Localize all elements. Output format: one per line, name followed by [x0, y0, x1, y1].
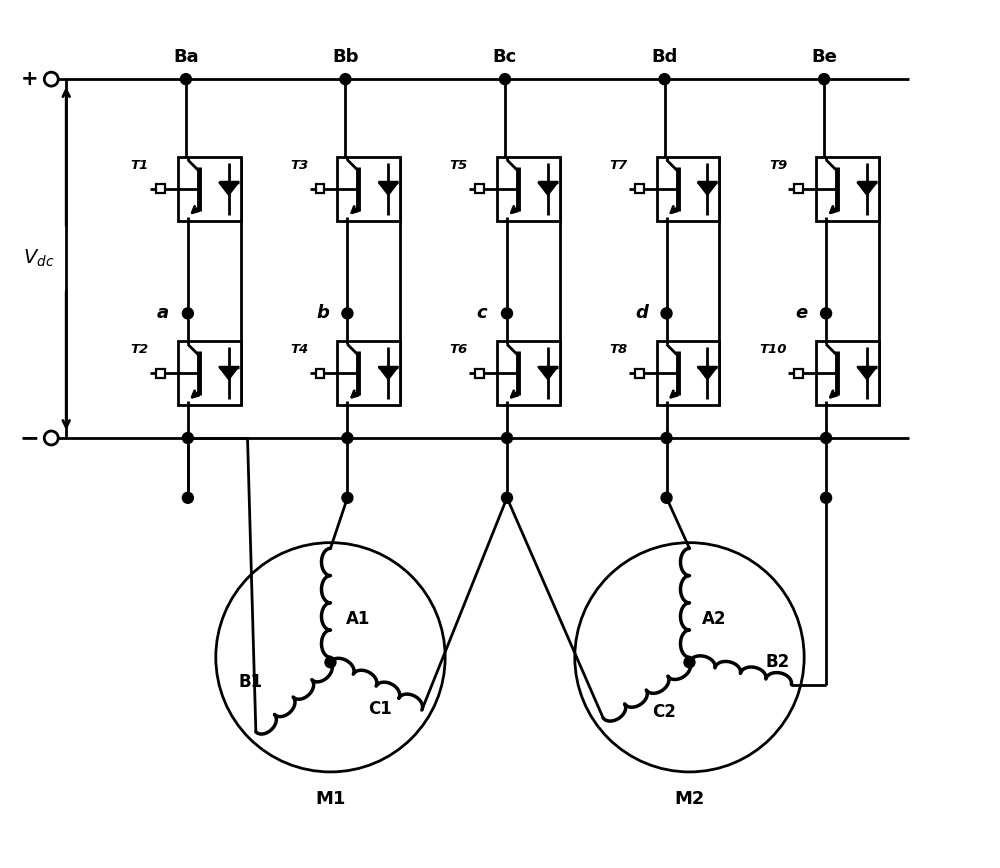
- Circle shape: [44, 431, 58, 445]
- Circle shape: [659, 74, 670, 84]
- Bar: [316, 369, 324, 378]
- Text: a: a: [157, 305, 169, 322]
- Bar: [635, 369, 644, 378]
- Text: T6: T6: [450, 343, 468, 356]
- Bar: [635, 184, 644, 194]
- Circle shape: [661, 492, 672, 503]
- Bar: [337, 341, 400, 405]
- Text: Bd: Bd: [651, 49, 678, 66]
- Circle shape: [342, 492, 353, 503]
- Text: Bb: Bb: [332, 49, 359, 66]
- Text: T9: T9: [769, 159, 787, 172]
- Text: T2: T2: [131, 343, 149, 356]
- Bar: [794, 184, 803, 194]
- Text: M1: M1: [315, 790, 346, 808]
- Circle shape: [661, 432, 672, 444]
- Bar: [475, 184, 484, 194]
- Circle shape: [500, 74, 510, 84]
- Text: b: b: [316, 305, 329, 322]
- Text: A2: A2: [701, 610, 726, 628]
- Text: d: d: [635, 305, 648, 322]
- Text: e: e: [795, 305, 807, 322]
- Text: B2: B2: [765, 654, 789, 671]
- Polygon shape: [219, 182, 239, 195]
- Bar: [337, 157, 400, 220]
- Polygon shape: [697, 182, 717, 195]
- Text: T8: T8: [609, 343, 628, 356]
- Circle shape: [340, 74, 351, 84]
- Text: T1: T1: [131, 159, 149, 172]
- Polygon shape: [538, 182, 558, 195]
- Text: C1: C1: [368, 700, 392, 718]
- Circle shape: [661, 308, 672, 319]
- Bar: [816, 157, 879, 220]
- Text: −: −: [19, 426, 39, 450]
- Polygon shape: [378, 182, 398, 195]
- Bar: [178, 157, 241, 220]
- Text: Bc: Bc: [493, 49, 517, 66]
- Text: T5: T5: [450, 159, 468, 172]
- Circle shape: [182, 432, 193, 444]
- Text: c: c: [477, 305, 487, 322]
- Circle shape: [819, 74, 830, 84]
- Polygon shape: [697, 366, 717, 379]
- Bar: [794, 369, 803, 378]
- Circle shape: [501, 492, 512, 503]
- Circle shape: [821, 492, 832, 503]
- Circle shape: [821, 432, 832, 444]
- Polygon shape: [378, 366, 398, 379]
- Bar: [316, 184, 324, 194]
- Bar: [497, 341, 560, 405]
- Polygon shape: [857, 182, 877, 195]
- Bar: [657, 341, 719, 405]
- Bar: [475, 369, 484, 378]
- Bar: [178, 341, 241, 405]
- Circle shape: [325, 657, 336, 667]
- Text: Be: Be: [811, 49, 837, 66]
- Circle shape: [501, 432, 512, 444]
- Text: T3: T3: [290, 159, 309, 172]
- Circle shape: [44, 72, 58, 86]
- Bar: [156, 184, 165, 194]
- Bar: [156, 369, 165, 378]
- Polygon shape: [857, 366, 877, 379]
- Circle shape: [180, 74, 191, 84]
- Circle shape: [182, 308, 193, 319]
- Text: T4: T4: [290, 343, 309, 356]
- Circle shape: [342, 308, 353, 319]
- Text: Ba: Ba: [173, 49, 199, 66]
- Circle shape: [501, 308, 512, 319]
- Text: B1: B1: [239, 674, 263, 691]
- Circle shape: [182, 492, 193, 503]
- Text: T7: T7: [609, 159, 628, 172]
- Text: T10: T10: [760, 343, 787, 356]
- Text: M2: M2: [674, 790, 705, 808]
- Circle shape: [342, 432, 353, 444]
- Polygon shape: [219, 366, 239, 379]
- Polygon shape: [538, 366, 558, 379]
- Text: +: +: [20, 69, 38, 89]
- Circle shape: [821, 308, 832, 319]
- Bar: [657, 157, 719, 220]
- Bar: [816, 341, 879, 405]
- Bar: [497, 157, 560, 220]
- Text: C2: C2: [653, 703, 676, 721]
- Circle shape: [684, 657, 695, 667]
- Text: $V_{dc}$: $V_{dc}$: [23, 248, 55, 269]
- Text: A1: A1: [345, 610, 370, 628]
